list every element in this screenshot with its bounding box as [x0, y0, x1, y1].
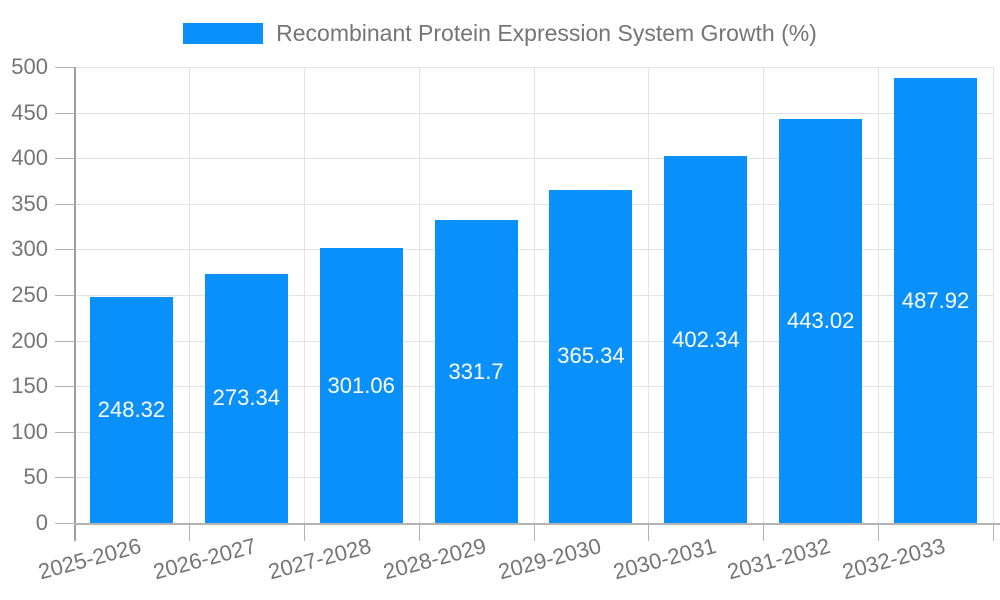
y-tick-label: 100 — [11, 418, 48, 444]
x-axis-tick — [188, 523, 190, 541]
y-axis-line — [74, 67, 76, 541]
y-axis-tick — [55, 523, 74, 524]
y-axis-tick — [55, 295, 74, 296]
bar-value-label: 248.32 — [97, 396, 166, 422]
y-tick-label: 150 — [11, 373, 48, 399]
x-axis-tick — [993, 523, 994, 541]
y-axis-tick — [55, 477, 74, 479]
x-tick-label: 2029-2030 — [495, 533, 604, 585]
y-axis-tick — [55, 67, 74, 68]
bar-value-label: 402.34 — [672, 326, 740, 352]
y-axis-tick — [55, 386, 74, 388]
v-gridline — [303, 67, 305, 523]
bar-2031-2032: 443.02 — [779, 118, 863, 523]
legend-title: Recombinant Protein Expression System Gr… — [276, 20, 817, 46]
bar-2030-2031: 402.34 — [664, 156, 748, 523]
v-gridline — [993, 67, 994, 523]
y-axis-tick — [55, 203, 74, 205]
x-tick-label: 2030-2031 — [610, 533, 719, 585]
x-tick-label: 2025-2026 — [35, 533, 144, 585]
x-axis-tick — [303, 523, 305, 541]
y-tick-label: 50 — [23, 464, 48, 490]
bar-2028-2029: 331.7 — [434, 220, 518, 523]
y-tick-label: 250 — [11, 282, 48, 307]
x-tick-label: 2026-2027 — [150, 533, 259, 585]
x-axis-line — [74, 523, 1000, 525]
y-tick-label: 350 — [11, 190, 48, 216]
bar-value-label: 273.34 — [212, 385, 280, 411]
v-gridline — [648, 67, 650, 523]
x-tick-label: 2031-2032 — [725, 533, 834, 585]
bar-2026-2027: 273.34 — [204, 273, 288, 523]
x-tick-label: 2028-2029 — [380, 533, 489, 585]
y-axis-tick — [55, 158, 74, 160]
chart-legend[interactable]: Recombinant Protein Expression System Gr… — [0, 20, 1000, 47]
y-tick-label: 0 — [35, 510, 48, 535]
bar-2032-2033: 487.92 — [894, 78, 978, 523]
v-gridline — [878, 67, 880, 523]
bar-value-label: 301.06 — [327, 372, 395, 398]
y-tick-label: 200 — [11, 327, 48, 353]
v-gridline — [418, 67, 420, 523]
x-tick-label: 2032-2033 — [839, 533, 949, 585]
x-tick-label: 2027-2028 — [265, 533, 374, 585]
y-tick-label: 400 — [11, 145, 48, 171]
bar-2025-2026: 248.32 — [89, 296, 173, 523]
bar-2029-2030: 365.34 — [549, 189, 633, 523]
x-axis-tick — [418, 523, 420, 541]
y-axis-tick — [55, 112, 74, 114]
x-axis-tick — [763, 523, 765, 541]
bar-value-label: 365.34 — [557, 343, 625, 369]
y-tick-label: 450 — [11, 99, 48, 125]
y-tick-label: 500 — [11, 54, 48, 79]
x-axis-tick — [533, 523, 535, 541]
y-axis-tick — [55, 340, 74, 342]
x-axis-tick — [878, 523, 880, 541]
x-axis-tick — [648, 523, 650, 541]
bar-value-label: 443.02 — [787, 307, 855, 333]
bar-value-label: 487.92 — [901, 287, 970, 313]
v-gridline — [763, 67, 765, 523]
y-axis-tick — [55, 249, 74, 251]
v-gridline — [533, 67, 535, 523]
v-gridline — [188, 67, 190, 523]
bar-value-label: 331.7 — [448, 358, 504, 384]
y-tick-label: 300 — [11, 236, 48, 262]
legend-swatch-icon — [183, 23, 264, 44]
y-axis-tick — [55, 431, 74, 433]
bar-2027-2028: 301.06 — [319, 248, 403, 523]
